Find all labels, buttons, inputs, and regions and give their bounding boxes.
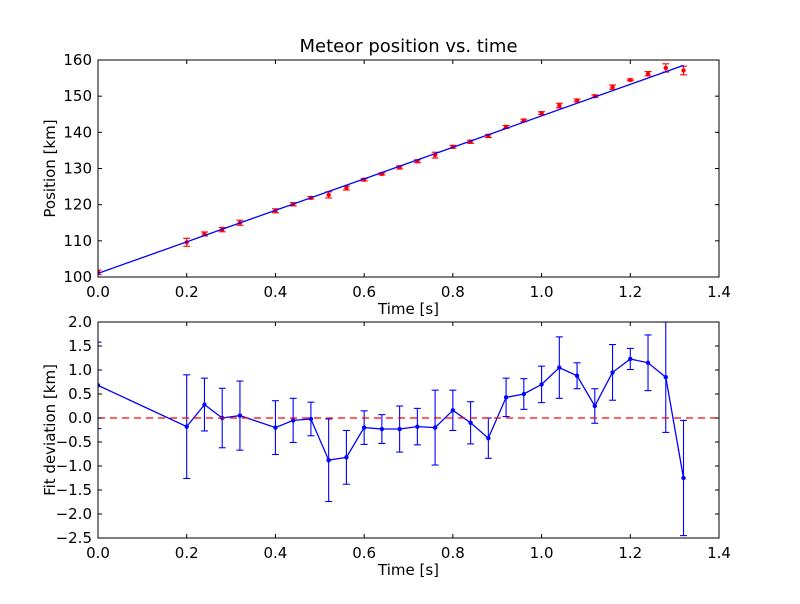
top-axes: 0.0 0.2 0.4 0.6 0.8 1.0 1.2 1.4 100 110 120 130 140 1… <box>41 36 731 318</box>
top-y-tick-label: 110 <box>63 232 92 250</box>
bottom-data-point <box>663 375 668 380</box>
bottom-data-point <box>237 413 243 418</box>
top-y-tick-label: 150 <box>63 87 92 105</box>
bottom-data-point <box>681 475 686 481</box>
bottom-data-point <box>557 365 562 370</box>
bottom-data-point <box>184 424 189 429</box>
top-y-tick-label: 140 <box>63 123 92 141</box>
bottom-x-tick-label: 0.0 <box>86 544 110 562</box>
bottom-data-point <box>326 458 331 463</box>
top-data-point <box>326 192 331 198</box>
bottom-data-point <box>344 455 349 460</box>
bottom-data-point <box>415 424 420 429</box>
bottom-y-axis-label: Fit deviation [km] <box>41 364 59 496</box>
bottom-data-point <box>539 382 544 387</box>
bottom-y-tick-label: −2.5 <box>56 529 92 547</box>
bottom-data-point <box>450 408 456 413</box>
top-x-tick-label: 0.2 <box>175 283 199 301</box>
top-x-tick-label: 0.6 <box>352 283 376 301</box>
bottom-x-tick-label: 0.2 <box>175 544 199 562</box>
bottom-x-tick-label: 0.6 <box>352 544 376 562</box>
bottom-data-point <box>290 418 296 423</box>
bottom-data-point <box>592 403 597 409</box>
bottom-y-tick-label: 1.0 <box>68 361 92 379</box>
bottom-data-point <box>308 416 314 422</box>
bottom-x-tick-label: 1.4 <box>707 544 731 562</box>
top-y-axis-label: Position [km] <box>41 119 59 217</box>
bottom-data-point <box>98 383 101 388</box>
bottom-y-tick-label: 0.5 <box>68 385 92 403</box>
bottom-x-axis-label: Time [s] <box>377 561 439 579</box>
bottom-data-point <box>397 426 402 432</box>
top-data <box>98 63 688 276</box>
top-plot-frame <box>97 59 720 278</box>
top-x-tick-label: 1.0 <box>530 283 554 301</box>
top-x-tick-label: 1.2 <box>618 283 642 301</box>
top-data-point <box>681 68 686 73</box>
bottom-y-tick-label: −0.5 <box>56 433 92 451</box>
top-data-point <box>663 65 668 71</box>
top-y-tick-label: 120 <box>63 196 92 214</box>
bottom-axes: 0.0 0.2 0.4 0.6 0.8 1.0 1.2 1.4 −2.5 −2.0 −1.5 −1.0… <box>41 313 731 579</box>
bottom-y-tick-label: −1.0 <box>56 457 92 475</box>
top-fit-line <box>98 64 684 274</box>
top-data-point <box>574 98 580 103</box>
bottom-x-tick-label: 1.2 <box>618 544 642 562</box>
top-data-point <box>344 185 349 191</box>
bottom-data-point <box>574 373 580 378</box>
top-x-tick-label: 0.4 <box>263 283 287 301</box>
bottom-data-point <box>273 425 278 430</box>
bottom-data-point <box>468 420 473 425</box>
bottom-y-tick-label: 2.0 <box>68 313 92 331</box>
bottom-y-tick-label: 0.0 <box>68 409 92 427</box>
bottom-y-tick-label: −1.5 <box>56 481 92 499</box>
top-chart-title: Meteor position vs. time <box>299 36 517 57</box>
top-x-tick-label: 1.4 <box>707 283 731 301</box>
top-data-point <box>628 77 633 83</box>
bottom-plot-frame <box>97 321 720 539</box>
bottom-data <box>98 322 719 537</box>
top-x-tick-label: 0.8 <box>441 283 465 301</box>
bottom-x-tick-label: 0.8 <box>441 544 465 562</box>
bottom-y-tick-label: −2.0 <box>56 505 92 523</box>
top-data-point <box>557 103 562 108</box>
top-data-point <box>610 84 615 90</box>
bottom-data-point <box>645 360 651 365</box>
top-x-axis-label: Time [s] <box>377 300 439 318</box>
top-data-point <box>539 110 544 116</box>
top-x-tick-label: 0.0 <box>86 283 110 301</box>
bottom-data-point <box>202 402 207 407</box>
bottom-data-point <box>486 435 491 441</box>
bottom-data-point <box>628 356 633 362</box>
bottom-data-point <box>521 391 527 397</box>
bottom-data-point <box>379 426 385 432</box>
bottom-x-tick-label: 1.0 <box>530 544 554 562</box>
top-y-tick-label: 130 <box>63 160 92 178</box>
top-y-tick-label: 160 <box>63 51 92 69</box>
bottom-data-point <box>432 425 438 430</box>
bottom-x-tick-label: 0.4 <box>263 544 287 562</box>
bottom-data-point <box>503 395 509 400</box>
top-y-tick-label: 100 <box>63 268 92 286</box>
bottom-data-point <box>361 425 367 430</box>
bottom-y-tick-label: 1.5 <box>68 337 92 355</box>
top-data-point <box>645 71 651 76</box>
bottom-data-point <box>610 370 615 375</box>
